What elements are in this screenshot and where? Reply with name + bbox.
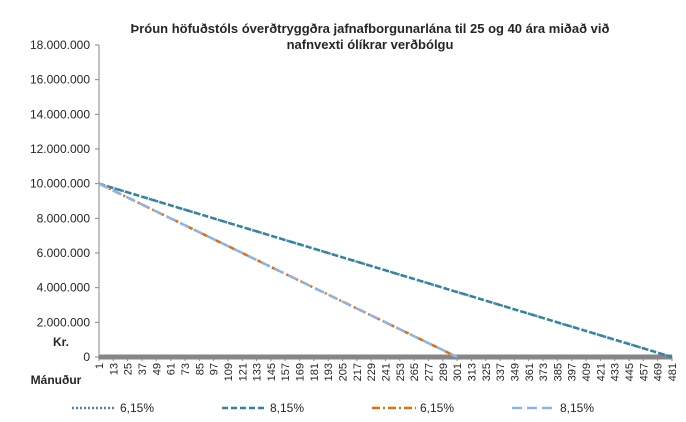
x-tick-label: 265: [409, 363, 421, 381]
x-tick-label: 337: [495, 363, 507, 381]
legend-label: 6,15%: [120, 401, 154, 415]
legend-label: 8,15%: [270, 401, 304, 415]
x-tick-label: 445: [624, 363, 636, 381]
y-tick-label: 18.000.000: [30, 38, 90, 52]
x-tick-label: 301: [452, 363, 464, 381]
x-tick-label: 25: [123, 363, 135, 375]
x-tick-label: 85: [194, 363, 206, 375]
x-tick-label: 61: [166, 363, 178, 375]
y-tick-label: 6.000.000: [37, 246, 91, 260]
x-tick-label: 289: [438, 363, 450, 381]
x-tick-label: 457: [638, 363, 650, 381]
x-tick-label: 433: [610, 363, 622, 381]
x-tick-label: 145: [266, 363, 278, 381]
x-tick-label: 121: [237, 363, 249, 381]
x-axis-ticks: 1 13 25 37 49 61 73 85 97 109 121 133 145 157 169 181 19…: [94, 357, 679, 381]
x-tick-label: 421: [595, 363, 607, 381]
x-tick-label: 349: [509, 363, 521, 381]
x-tick-label: 49: [151, 363, 163, 375]
x-tick-label: 73: [180, 363, 192, 375]
x-tick-label: 1: [94, 363, 106, 369]
x-tick-label: 205: [338, 363, 350, 381]
legend: 6,15% 8,15% 6,15% 8,15%: [72, 401, 594, 415]
chart-title-line-2: nafnvexti ólíkrar verðbólgu: [287, 37, 454, 52]
x-tick-label: 409: [581, 363, 593, 381]
series-lines: [98, 182, 673, 359]
x-tick-label: 397: [567, 363, 579, 381]
series-line-2: [98, 182, 673, 359]
x-tick-label: 133: [252, 363, 264, 381]
x-tick-label: 169: [295, 363, 307, 381]
chart-title-line-1: Þróun höfuðstóls óverðtryggðra jafnafbor…: [131, 21, 610, 36]
legend-label: 8,15%: [560, 401, 594, 415]
x-tick-label: 385: [552, 363, 564, 381]
x-tick-label: 361: [524, 363, 536, 381]
x-tick-label: 481: [667, 363, 679, 381]
x-axis-label: Mánuður: [31, 373, 82, 387]
x-tick-label: 97: [209, 363, 221, 375]
x-tick-label: 217: [352, 363, 364, 381]
x-tick-label: 229: [366, 363, 378, 381]
y-tick-label: 2.000.000: [37, 315, 91, 329]
x-tick-label: 277: [423, 363, 435, 381]
x-tick-label: 325: [481, 363, 493, 381]
x-tick-label: 469: [653, 363, 665, 381]
x-tick-label: 13: [108, 363, 120, 375]
y-tick-label: 14.000.000: [30, 107, 90, 121]
y-tick-label: 12.000.000: [30, 142, 90, 156]
y-tick-label: 4.000.000: [37, 281, 91, 295]
y-axis-label: Kr.: [53, 335, 69, 349]
x-tick-label: 253: [395, 363, 407, 381]
y-tick-label: 16.000.000: [30, 73, 90, 87]
x-tick-label: 373: [538, 363, 550, 381]
x-tick-label: 109: [223, 363, 235, 381]
x-tick-label: 193: [323, 363, 335, 381]
y-tick-label: 0: [83, 350, 90, 364]
y-axis-ticks: 0 2.000.000 4.000.000 6.000.000 8.000.000 10.…: [30, 38, 99, 364]
x-tick-label: 37: [137, 363, 149, 375]
x-tick-label: 313: [466, 363, 478, 381]
legend-label: 6,15%: [420, 401, 454, 415]
x-tick-label: 157: [280, 363, 292, 381]
x-tick-label: 181: [309, 363, 321, 381]
y-tick-label: 10.000.000: [30, 177, 90, 191]
x-tick-label: 241: [381, 363, 393, 381]
y-tick-label: 8.000.000: [37, 211, 91, 225]
series-line-4: [98, 182, 458, 359]
